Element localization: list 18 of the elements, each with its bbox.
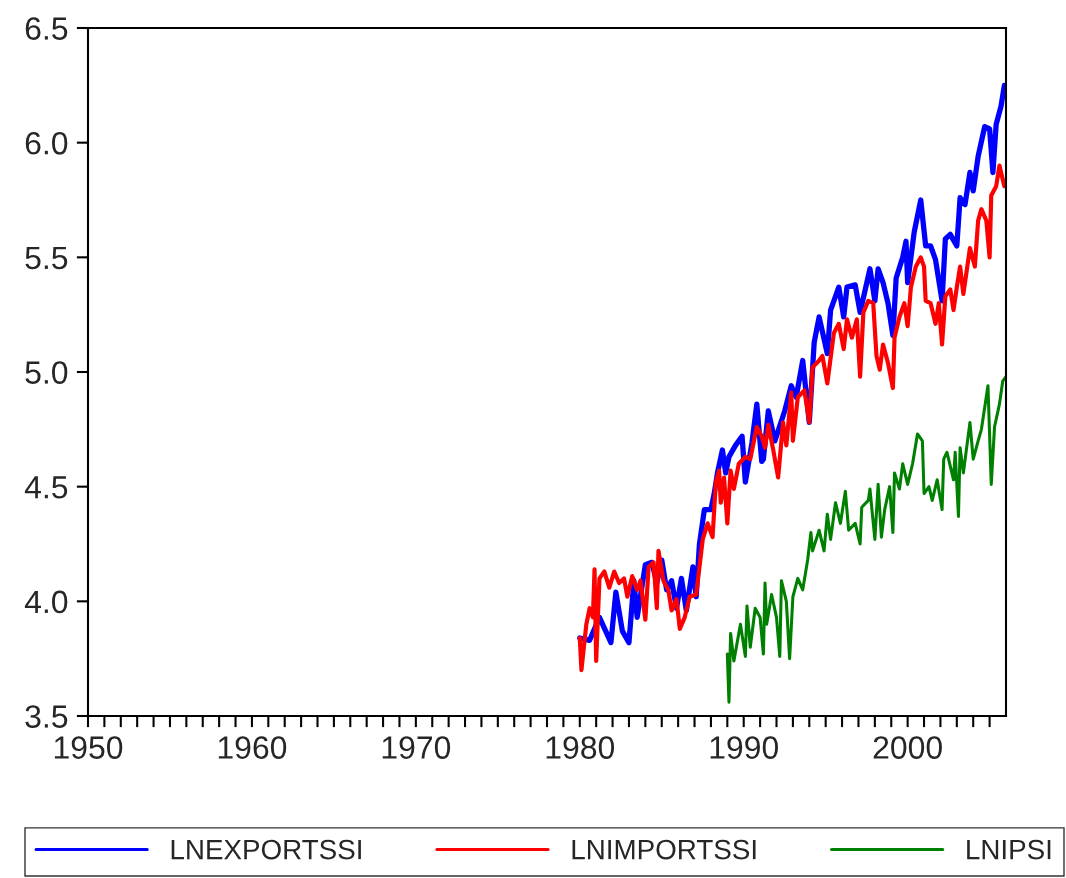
x-tick-label: 2000 [873, 736, 942, 759]
y-tick-label: 5.5 [25, 246, 68, 270]
x-tick-label: 1960 [218, 736, 287, 759]
x-tick-label: 1970 [382, 736, 451, 759]
legend-label: LNIMPORTSSI [572, 839, 756, 860]
line-series [725, 375, 1006, 704]
x-tick-label: 1990 [710, 736, 778, 759]
y-tick-label: 6.0 [25, 131, 68, 155]
y-tick-label: 6.5 [25, 17, 68, 40]
x-tick-label: 1980 [546, 736, 615, 759]
y-tick-label: 4.5 [24, 476, 68, 499]
y-tick-label: 5.0 [25, 361, 68, 384]
y-tick-label: 3.5 [25, 705, 68, 728]
y-tick-label: 4.0 [24, 590, 68, 614]
legend-label: LNEXPORTSSI [171, 839, 361, 860]
line-series [577, 163, 1006, 673]
x-tick-label: 1950 [54, 736, 123, 759]
legend-label: LNIPSI [967, 839, 1051, 860]
